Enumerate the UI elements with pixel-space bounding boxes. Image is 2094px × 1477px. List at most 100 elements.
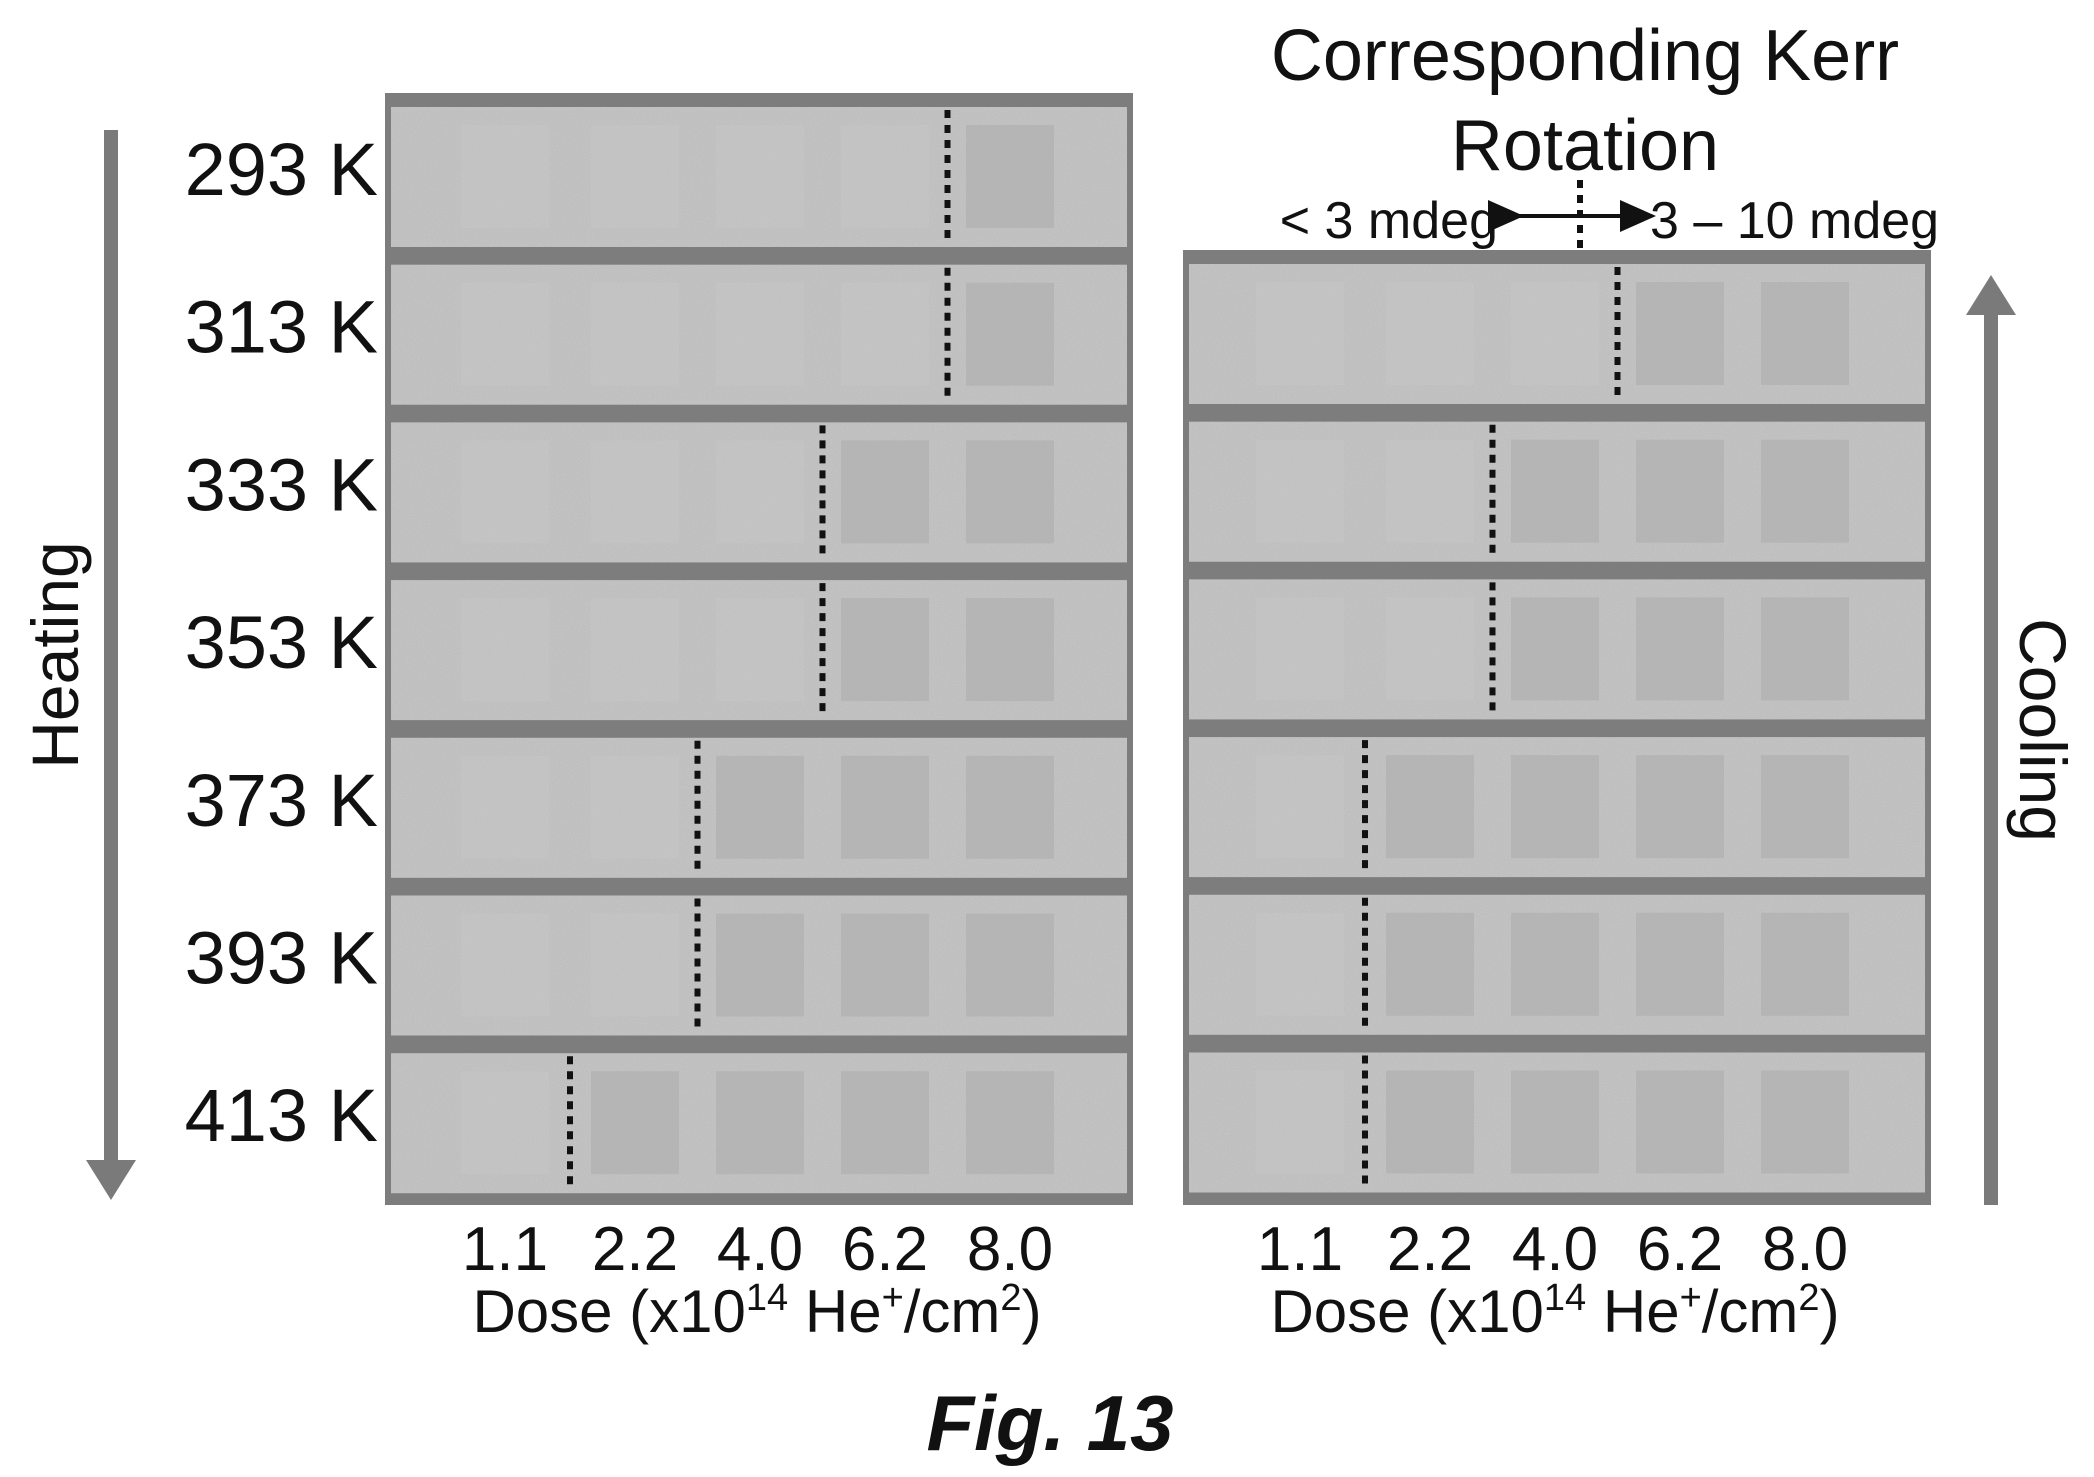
heating-2-dose-square: [841, 440, 929, 544]
cooling-5-dose-square: [1761, 1070, 1849, 1174]
cooling-0-dose-square: [1636, 282, 1724, 385]
cooling-indicator: Cooling: [1966, 275, 2080, 1205]
heating-arrow-shaft: [104, 130, 118, 1165]
cooling-1-dose-square: [1636, 439, 1724, 543]
cooling-1-dose-square: [1256, 439, 1344, 543]
dose-tick-label: 4.0: [717, 1215, 803, 1284]
heating-label: Heating: [18, 541, 92, 769]
heating-4-dose-square: [716, 755, 804, 859]
heating-4-dose-square: [966, 755, 1054, 859]
cooling-2-dose-square: [1386, 597, 1474, 701]
cooling-2-row: [1183, 567, 1931, 726]
heating-0-dose-square: [591, 125, 679, 228]
heating-0-dose-square: [461, 125, 549, 228]
heating-6-dose-square: [716, 1071, 804, 1175]
cooling-3-dose-square: [1386, 755, 1474, 859]
cooling-5-dose-square: [1256, 1070, 1344, 1174]
cooling-4-dose-square: [1761, 912, 1849, 1016]
heating-5-dose-square: [966, 913, 1054, 1017]
left-axis-label: Dose (x1014 He+/cm2): [472, 1277, 1041, 1345]
heating-1-dose-square: [966, 282, 1054, 386]
cooling-arrow-head: [1966, 275, 2016, 315]
cooling-4-dose-square: [1636, 912, 1724, 1016]
header-left-range: < 3 mdeg: [1280, 192, 1498, 250]
cooling-3-dose-square: [1511, 755, 1599, 859]
cooling-label: Cooling: [2006, 618, 2080, 842]
cooling-4-dose-square: [1256, 912, 1344, 1016]
heating-6-dose-square: [966, 1071, 1054, 1175]
cooling-4-dose-square: [1386, 912, 1474, 1016]
dose-tick-label: 1.1: [1257, 1215, 1343, 1284]
cooling-4-row: [1183, 882, 1931, 1041]
heating-3-row: [385, 568, 1133, 727]
cooling-2-dose-square: [1761, 597, 1849, 701]
left-dose-ticks: 1.1 2.2 4.0 6.2 8.0: [462, 1215, 1053, 1284]
temperature-label: 353 K: [185, 601, 378, 684]
cooling-2-dose-square: [1256, 597, 1344, 701]
heating-panel: 293 K 313 K 333 K 353 K 373 K 393 K 413 K: [185, 93, 1133, 1205]
heating-4-dose-square: [461, 755, 549, 859]
cooling-3-row: [1183, 725, 1931, 884]
cooling-2-dose-square: [1636, 597, 1724, 701]
heating-1-dose-square: [841, 282, 929, 386]
heating-arrow-head: [86, 1160, 136, 1200]
dose-tick-label: 1.1: [462, 1215, 548, 1284]
right-dose-ticks: 1.1 2.2 4.0 6.2 8.0: [1257, 1215, 1848, 1284]
header-title-line1: Corresponding Kerr: [1271, 16, 1899, 96]
heating-6-row: [385, 1041, 1133, 1200]
heating-0-row: [385, 95, 1133, 253]
heating-4-dose-square: [841, 755, 929, 859]
heating-1-dose-square: [461, 282, 549, 386]
heating-5-dose-square: [591, 913, 679, 1017]
cooling-0-dose-square: [1511, 282, 1599, 385]
dose-tick-label: 6.2: [1637, 1215, 1723, 1284]
temperature-label: 413 K: [185, 1074, 378, 1157]
cooling-panel: [1183, 250, 1931, 1205]
dose-tick-label: 2.2: [1387, 1215, 1473, 1284]
cooling-3-dose-square: [1761, 755, 1849, 859]
cooling-3-dose-square: [1256, 755, 1344, 859]
heating-2-row: [385, 410, 1133, 569]
temperature-label: 373 K: [185, 759, 378, 842]
cooling-1-dose-square: [1761, 439, 1849, 543]
heating-3-dose-square: [716, 598, 804, 702]
temperature-label: 393 K: [185, 917, 378, 1000]
header-right-range: 3 – 10 mdeg: [1650, 192, 1939, 250]
cooling-1-row: [1183, 409, 1931, 568]
cooling-0-row: [1183, 252, 1931, 410]
heating-3-dose-square: [841, 598, 929, 702]
heating-0-dose-square: [716, 125, 804, 228]
heating-6-dose-square: [591, 1071, 679, 1175]
temperature-label: 333 K: [185, 443, 378, 526]
dose-tick-label: 4.0: [1512, 1215, 1598, 1284]
heating-6-dose-square: [461, 1071, 549, 1175]
heating-4-dose-square: [591, 755, 679, 859]
cooling-1-dose-square: [1386, 439, 1474, 543]
dose-tick-label: 6.2: [842, 1215, 928, 1284]
kerr-header: Corresponding Kerr Rotation < 3 mdeg 3 –…: [1271, 16, 1939, 255]
cooling-0-dose-square: [1256, 282, 1344, 385]
heating-5-dose-square: [841, 913, 929, 1017]
figure-caption: Fig. 13: [926, 1379, 1173, 1467]
heating-0-dose-square: [966, 125, 1054, 228]
heating-5-dose-square: [716, 913, 804, 1017]
cooling-2-dose-square: [1511, 597, 1599, 701]
heating-1-row: [385, 252, 1133, 411]
heating-3-dose-square: [461, 598, 549, 702]
heating-2-dose-square: [966, 440, 1054, 544]
heating-2-dose-square: [591, 440, 679, 544]
temperature-label: 293 K: [185, 128, 378, 211]
cooling-4-dose-square: [1511, 912, 1599, 1016]
heating-4-row: [385, 725, 1133, 884]
cooling-5-dose-square: [1511, 1070, 1599, 1174]
heating-indicator: Heating: [18, 130, 136, 1200]
cooling-0-dose-square: [1386, 282, 1474, 385]
heating-2-dose-square: [461, 440, 549, 544]
heating-5-row: [385, 883, 1133, 1042]
temperature-label: 313 K: [185, 286, 378, 369]
cooling-0-dose-square: [1761, 282, 1849, 385]
dose-tick-label: 8.0: [1762, 1215, 1848, 1284]
heating-1-dose-square: [716, 282, 804, 386]
cooling-5-dose-square: [1386, 1070, 1474, 1174]
heating-1-dose-square: [591, 282, 679, 386]
